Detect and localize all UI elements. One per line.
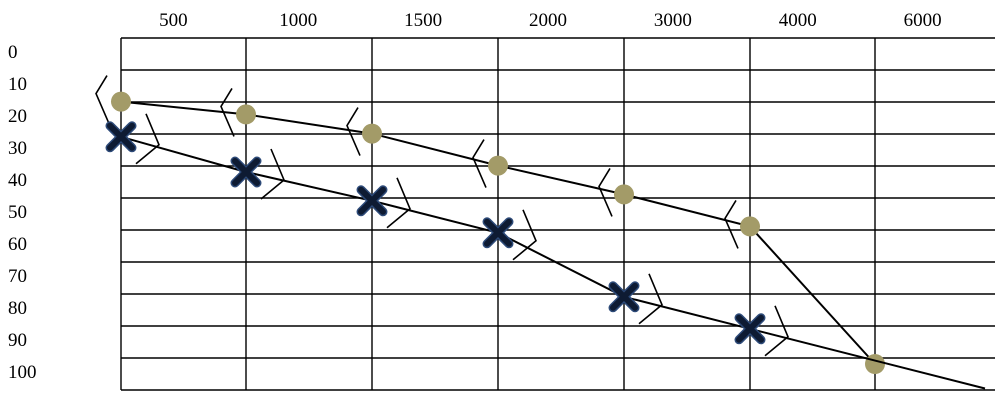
- series-2: [105, 113, 986, 390]
- x-tick-label: 1500: [404, 10, 442, 31]
- series-1: [95, 75, 885, 374]
- x-tick-label: 3000: [654, 10, 692, 31]
- y-tick-label: 100: [8, 362, 37, 383]
- circle-marker: [740, 216, 760, 237]
- x-marker: [107, 122, 135, 151]
- y-tick-labels: 0 10 20 30 40 50 60 70 80 90 100: [8, 42, 37, 383]
- bracket-right-marker: [260, 148, 285, 200]
- x-marker: [736, 314, 764, 343]
- x-marker: [484, 218, 512, 247]
- series-layer: [95, 75, 986, 390]
- bracket-right-marker: [764, 305, 789, 357]
- bracket-left-marker: [472, 139, 487, 188]
- bracket-left-marker: [346, 107, 361, 156]
- x-marker: [232, 158, 260, 186]
- x-marker: [358, 186, 386, 215]
- y-tick-label: 40: [8, 170, 27, 191]
- bracket-left-marker: [724, 199, 739, 249]
- y-tick-label: 10: [8, 74, 27, 95]
- bracket-left-marker: [598, 167, 613, 217]
- bracket-right-marker: [638, 273, 663, 325]
- x-tick-label: 6000: [904, 10, 942, 31]
- circle-marker: [236, 104, 256, 125]
- plot-grid: [120, 37, 995, 391]
- bracket-left-marker: [95, 75, 110, 124]
- circle-marker: [362, 123, 382, 144]
- circle-marker: [488, 155, 508, 176]
- x-tick-label: 2000: [529, 10, 567, 31]
- x-tick-label: 1000: [279, 10, 317, 31]
- circle-marker: [111, 91, 131, 112]
- y-tick-label: 0: [8, 42, 18, 63]
- y-tick-label: 20: [8, 106, 27, 127]
- bracket-left-marker: [220, 87, 235, 137]
- y-tick-label: 80: [8, 298, 27, 319]
- circle-marker: [614, 184, 634, 205]
- series-line-extension: [749, 327, 986, 390]
- bracket-right-marker: [135, 113, 160, 165]
- x-tick-label: 500: [159, 10, 188, 31]
- circle-marker: [865, 354, 885, 374]
- x-tick-label: 4000: [779, 10, 817, 31]
- y-tick-label: 50: [8, 202, 27, 223]
- y-tick-label: 60: [8, 234, 27, 255]
- bracket-right-marker: [512, 209, 537, 261]
- x-tick-labels: 500 1000 1500 2000 3000 4000 6000: [159, 10, 941, 31]
- series-line: [120, 135, 751, 330]
- y-tick-label: 30: [8, 138, 27, 159]
- y-tick-label: 90: [8, 330, 27, 351]
- y-tick-label: 70: [8, 266, 27, 287]
- x-marker: [610, 282, 638, 311]
- bracket-right-marker: [386, 177, 411, 229]
